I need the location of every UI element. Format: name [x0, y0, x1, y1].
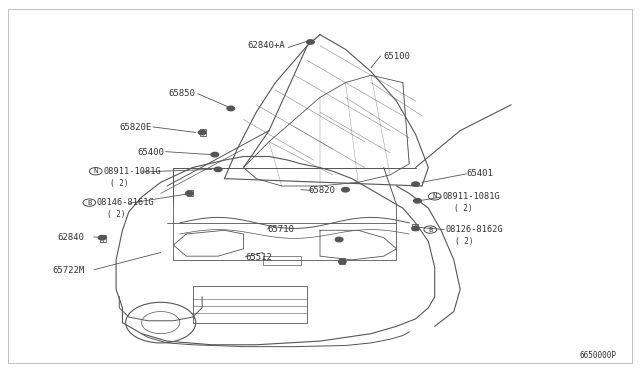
Bar: [100, 235, 106, 241]
Text: 65710: 65710: [268, 225, 294, 234]
Text: 6650000P: 6650000P: [579, 350, 616, 360]
Text: B: B: [87, 200, 92, 206]
Circle shape: [227, 106, 235, 111]
Bar: [412, 224, 418, 231]
Circle shape: [198, 130, 206, 135]
Text: 62840+A: 62840+A: [247, 41, 285, 50]
Text: 65400: 65400: [137, 148, 164, 157]
Text: N: N: [93, 168, 98, 174]
Text: 62840: 62840: [58, 233, 84, 242]
Circle shape: [211, 153, 219, 157]
Bar: [339, 258, 345, 264]
Bar: [200, 129, 206, 135]
Text: 65820: 65820: [308, 186, 335, 195]
Circle shape: [335, 237, 343, 242]
Text: 08126-8162G: 08126-8162G: [445, 225, 503, 234]
Text: 08911-1081G: 08911-1081G: [103, 167, 161, 176]
Circle shape: [186, 191, 193, 196]
Text: 65512: 65512: [246, 253, 273, 263]
Bar: [193, 286, 307, 323]
Text: 08911-1081G: 08911-1081G: [442, 192, 500, 201]
Circle shape: [412, 226, 419, 231]
Text: 65100: 65100: [384, 52, 411, 61]
Circle shape: [339, 260, 346, 264]
Text: 65401: 65401: [467, 169, 493, 178]
Circle shape: [99, 235, 106, 240]
Text: ( 2): ( 2): [106, 210, 125, 219]
Bar: [187, 190, 193, 196]
Circle shape: [412, 182, 419, 186]
Text: 65850: 65850: [169, 89, 196, 98]
Text: 65722M: 65722M: [52, 266, 84, 275]
Text: 65820E: 65820E: [119, 123, 151, 132]
Text: ( 2): ( 2): [454, 203, 472, 213]
Text: N: N: [433, 193, 437, 199]
Bar: [262, 256, 301, 265]
Circle shape: [307, 40, 314, 44]
Circle shape: [342, 187, 349, 192]
Text: ( 2): ( 2): [455, 237, 474, 246]
Circle shape: [413, 199, 421, 203]
Text: 08146-8161G: 08146-8161G: [97, 198, 155, 207]
Circle shape: [214, 167, 222, 171]
Text: B: B: [428, 227, 433, 232]
Text: ( 2): ( 2): [109, 179, 128, 187]
